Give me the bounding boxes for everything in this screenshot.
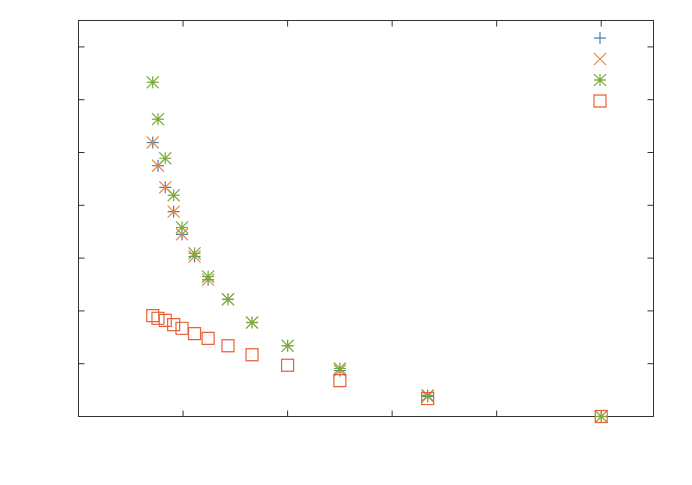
point — [188, 246, 201, 260]
point — [221, 292, 235, 306]
point — [167, 205, 181, 219]
plot-border — [78, 20, 654, 417]
point — [421, 388, 435, 402]
point — [151, 112, 165, 126]
point — [175, 221, 189, 234]
point — [158, 313, 172, 328]
point — [421, 391, 435, 406]
legend-marker — [594, 32, 606, 44]
point — [175, 227, 189, 241]
point — [221, 339, 235, 353]
point — [245, 316, 259, 329]
legend-marker — [593, 73, 607, 87]
point — [594, 409, 608, 424]
point — [333, 362, 347, 375]
point — [146, 309, 160, 323]
point — [146, 136, 160, 149]
point — [175, 321, 189, 335]
point — [281, 339, 295, 353]
point — [333, 373, 347, 388]
point — [146, 75, 160, 89]
legend-marker — [593, 94, 607, 108]
point — [167, 188, 181, 202]
point — [167, 318, 181, 332]
point — [187, 327, 202, 341]
point — [201, 331, 215, 345]
point — [151, 311, 165, 325]
point — [594, 410, 608, 423]
point — [158, 151, 172, 165]
point — [280, 358, 295, 372]
point — [245, 348, 259, 362]
point — [201, 270, 215, 284]
legend-marker — [593, 52, 607, 66]
